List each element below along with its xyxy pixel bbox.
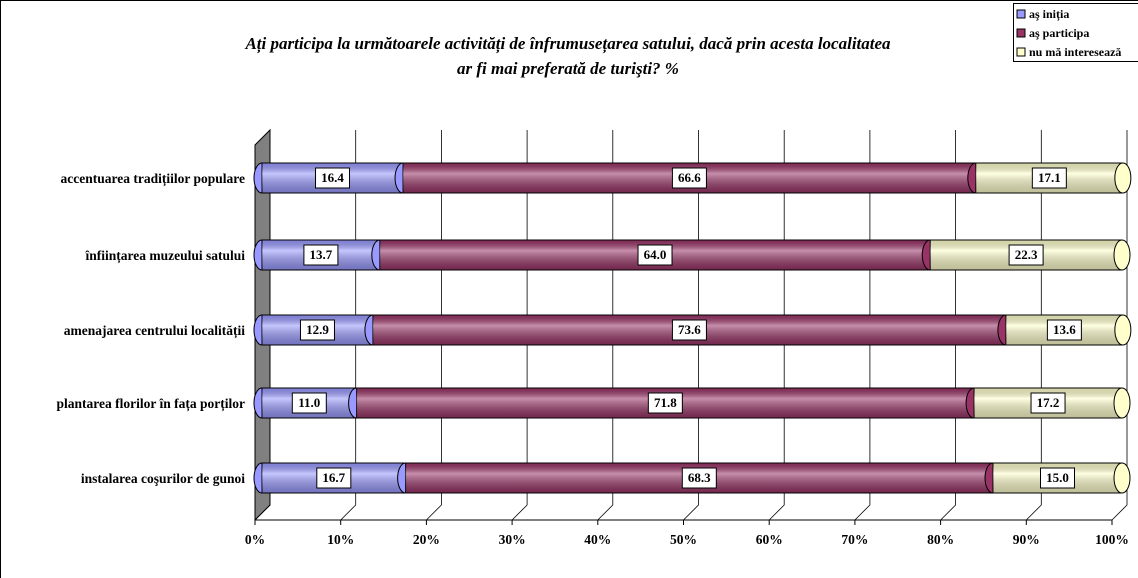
x-tick-label: 10% [327,532,354,547]
data-label: 22.3 [1015,247,1038,262]
data-label: 68.3 [688,470,711,485]
data-label: 71.8 [654,395,677,410]
x-tick-label: 40% [584,532,611,547]
label-box [1008,244,1044,266]
label-box [647,392,683,414]
data-label: 17.1 [1038,170,1061,185]
label-box [291,392,327,414]
category-label: amenajarea centrului localității [64,323,245,339]
label-box [303,244,339,266]
data-label: 16.7 [322,470,345,485]
x-tick-label: 50% [670,532,697,547]
chart-title: ar fi mai preferată de turişti? % [457,59,679,78]
label-box [1030,392,1066,414]
data-label: 16.4 [321,170,344,185]
x-tick-label: 60% [756,532,783,547]
label-box [316,467,352,489]
x-tick-label: 100% [1095,532,1129,547]
legend-label: nu mă interesează [1029,45,1121,59]
legend-box [1013,3,1138,62]
data-label: 15.0 [1046,470,1069,485]
category-label: plantarea florilor în fața porților [57,396,245,412]
label-box [315,167,351,189]
label-box [299,319,335,341]
data-label: 12.9 [306,322,329,337]
x-tick-label: 90% [1013,532,1040,547]
label-box [1040,467,1075,489]
label-box [1046,319,1082,341]
bar-cap [1113,387,1131,419]
x-tick-label: 30% [499,532,526,547]
data-label: 73.6 [678,322,701,337]
bar-cap [1114,314,1132,346]
data-label: 13.6 [1053,322,1076,337]
data-label: 17.2 [1037,395,1060,410]
data-label: 66.6 [678,170,701,185]
bar-cap [1114,162,1132,194]
data-label: 11.0 [298,395,320,410]
category-label: înființarea muzeului satului [84,248,245,264]
category-label: accentuarea tradițiilor populare [61,171,246,187]
bar-cap [1113,462,1131,494]
bar-cap [1113,239,1131,271]
label-box [681,467,717,489]
label-box [637,244,673,266]
data-label: 64.0 [644,247,667,262]
x-tick-label: 80% [927,532,954,547]
legend-swatch [1016,47,1026,57]
x-tick-label: 0% [245,532,265,547]
legend-label: aş iniția [1029,7,1069,22]
chart-title: Ați participa la următoarele activități … [244,34,891,54]
category-label: instalarea coşurilor de gunoi [81,471,245,486]
label-box [1031,167,1067,189]
legend-swatch [1016,28,1026,38]
legend-label: aş participa [1029,26,1089,40]
x-tick-label: 20% [413,532,440,547]
legend-swatch [1016,9,1026,19]
label-box [671,319,707,341]
label-box [671,167,707,189]
data-label: 13.7 [310,247,333,262]
x-tick-label: 70% [841,532,868,547]
